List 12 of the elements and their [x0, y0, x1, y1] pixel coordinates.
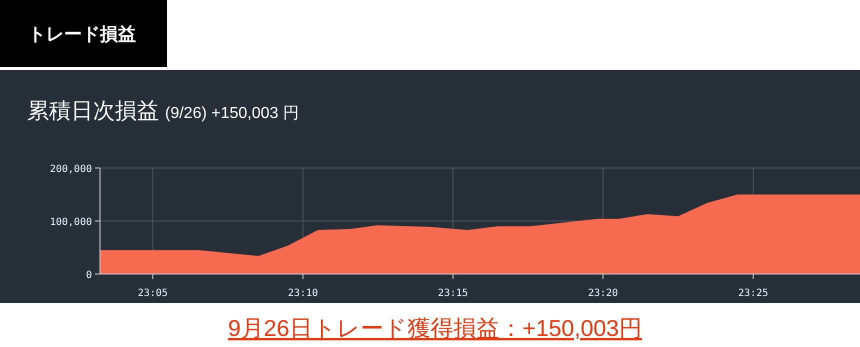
x-tick-label: 23:15 [438, 288, 468, 299]
text: 9月26日トレード獲得損益：+150,003円 [228, 315, 642, 341]
x-tick-label: 23:25 [738, 288, 768, 299]
y-tick-label: 100,000 [50, 217, 92, 228]
x-tick-label: 23:10 [288, 288, 318, 299]
chart-subtitle: (9/26) +150,003 円 [165, 105, 299, 122]
x-tick-label: 23:20 [588, 288, 618, 299]
text: トレード損益 [28, 24, 136, 44]
y-tick-label: 200,000 [50, 164, 92, 175]
chart-title: 累積日次損益 [27, 98, 159, 123]
y-tick-label: 0 [86, 270, 92, 281]
x-tick-label: 23:05 [138, 288, 168, 299]
